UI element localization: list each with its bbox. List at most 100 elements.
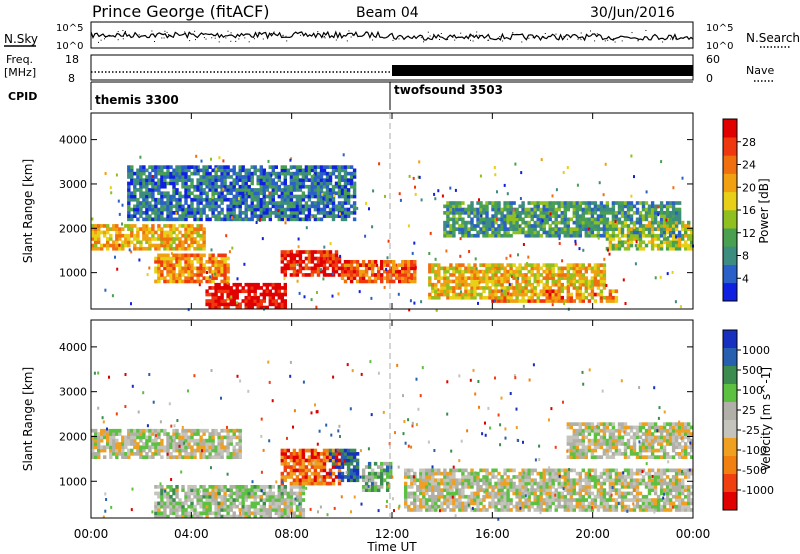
power-cell bbox=[488, 289, 492, 294]
power-cell bbox=[340, 178, 345, 182]
power-cell bbox=[638, 201, 643, 205]
power-cell bbox=[277, 204, 282, 209]
power-cell bbox=[575, 224, 580, 228]
power-cell bbox=[497, 279, 501, 284]
velocity-cell bbox=[452, 478, 456, 483]
velocity-cell bbox=[304, 458, 309, 463]
power-cell bbox=[605, 230, 610, 235]
power-cell bbox=[521, 266, 525, 271]
power-cell bbox=[518, 289, 522, 294]
power-cell bbox=[154, 279, 158, 284]
power-cell bbox=[169, 237, 173, 241]
power-cell bbox=[274, 184, 279, 189]
power-cell bbox=[377, 273, 381, 277]
velocity-cell bbox=[244, 498, 248, 502]
power-cell bbox=[355, 266, 360, 271]
velocity-cell bbox=[184, 432, 188, 436]
velocity-cell bbox=[160, 511, 164, 516]
power-cell bbox=[401, 266, 405, 271]
power-cell bbox=[157, 184, 161, 189]
power-cell bbox=[211, 299, 215, 303]
power-cell bbox=[313, 178, 318, 182]
power-cell bbox=[130, 175, 134, 179]
power-cell bbox=[361, 273, 366, 277]
power-cell bbox=[563, 276, 568, 280]
power-cell bbox=[452, 269, 456, 274]
power-cell bbox=[205, 171, 209, 176]
power-cell bbox=[605, 299, 610, 303]
power-cell bbox=[130, 227, 134, 231]
velocity-cell bbox=[298, 448, 303, 453]
velocity-cell bbox=[322, 465, 327, 469]
power-cell bbox=[418, 175, 421, 179]
power-cell bbox=[659, 214, 664, 218]
velocity-cell bbox=[211, 438, 215, 443]
power-cell bbox=[494, 201, 498, 205]
velocity-cell bbox=[139, 455, 143, 459]
velocity-cell bbox=[404, 485, 408, 489]
power-cell bbox=[235, 171, 239, 176]
power-cell bbox=[226, 168, 230, 173]
power-cell bbox=[446, 266, 450, 271]
power-cell bbox=[181, 273, 185, 277]
power-cell bbox=[440, 289, 444, 294]
velocity-cell bbox=[292, 471, 297, 476]
power-cell bbox=[434, 276, 438, 280]
velocity-cell bbox=[352, 478, 357, 483]
power-cell bbox=[316, 201, 321, 205]
velocity-cell bbox=[380, 478, 384, 483]
power-cell bbox=[214, 266, 218, 271]
power-cell bbox=[443, 227, 447, 231]
power-cell bbox=[690, 237, 694, 241]
power-cell bbox=[387, 239, 390, 243]
power-cell bbox=[244, 211, 248, 215]
power-cell bbox=[322, 211, 327, 215]
power-cell bbox=[514, 162, 517, 166]
power-cell bbox=[470, 269, 474, 274]
power-cell bbox=[325, 181, 330, 186]
velocity-cell bbox=[434, 498, 438, 502]
velocity-cell bbox=[289, 468, 294, 473]
power-cell bbox=[271, 286, 276, 290]
power-cell bbox=[485, 286, 489, 290]
velocity-cell bbox=[118, 445, 122, 450]
power-cell bbox=[578, 214, 583, 218]
velocity-cell bbox=[154, 501, 158, 506]
power-cell bbox=[199, 263, 203, 267]
power-cell bbox=[139, 188, 143, 192]
power-cell bbox=[193, 246, 197, 251]
power-cell bbox=[313, 188, 318, 192]
power-cell bbox=[130, 178, 134, 182]
velocity-cell bbox=[166, 448, 170, 453]
power-cell bbox=[599, 295, 604, 300]
velocity-cell bbox=[346, 461, 351, 466]
power-cell bbox=[337, 171, 342, 176]
power-cell bbox=[641, 240, 646, 245]
power-cell bbox=[512, 224, 516, 228]
power-cell bbox=[307, 197, 312, 202]
velocity-cell bbox=[449, 471, 453, 476]
power-cell bbox=[136, 227, 140, 231]
velocity-cell bbox=[169, 511, 173, 516]
velocity-cell bbox=[118, 452, 122, 456]
velocity-cell bbox=[103, 435, 107, 440]
velocity-cell bbox=[289, 475, 294, 479]
power-cell bbox=[452, 273, 456, 277]
velocity-cell bbox=[431, 485, 435, 489]
power-cell bbox=[160, 237, 164, 241]
velocity-cell bbox=[220, 442, 224, 446]
velocity-cell bbox=[196, 491, 200, 496]
power-cell bbox=[611, 295, 616, 300]
power-cell bbox=[346, 207, 351, 212]
power-cell bbox=[151, 233, 155, 238]
velocity-cell bbox=[220, 435, 224, 440]
power-cell bbox=[235, 295, 239, 300]
power-cell bbox=[569, 292, 574, 297]
power-cell bbox=[355, 260, 360, 264]
power-cell bbox=[202, 211, 206, 215]
power-cell bbox=[223, 269, 227, 274]
power-cell bbox=[296, 279, 299, 283]
power-cell bbox=[623, 233, 628, 238]
nsearch-dot bbox=[555, 33, 557, 35]
power-cell bbox=[370, 273, 375, 277]
